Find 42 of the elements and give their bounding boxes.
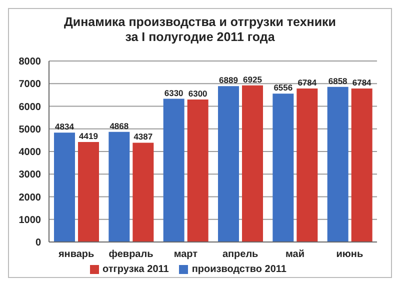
data-label: 6925 xyxy=(243,74,262,84)
data-label: 4419 xyxy=(79,131,98,142)
legend-label: производство 2011 xyxy=(192,264,286,275)
y-tick-label: 0 xyxy=(35,238,42,249)
bar xyxy=(78,142,99,242)
bar xyxy=(54,132,75,242)
legend-label: отгрузка 2011 xyxy=(102,264,169,275)
data-label: 4387 xyxy=(134,132,153,142)
y-tick-label: 3000 xyxy=(18,170,42,181)
bar xyxy=(218,86,239,242)
y-tick-label: 4000 xyxy=(18,147,42,158)
bar xyxy=(272,94,294,242)
bar xyxy=(242,85,263,242)
chart-title: Динамика производства и отгрузки техники за I полугодие 2011 года xyxy=(63,15,337,45)
y-tick-label: 1000 xyxy=(18,214,42,226)
y-tick-label: 8000 xyxy=(18,56,42,68)
bar xyxy=(108,132,130,242)
y-tick-label: 7000 xyxy=(18,79,42,90)
data-label: 6784 xyxy=(298,78,317,88)
data-label: 4834 xyxy=(55,122,74,132)
data-label: 6300 xyxy=(188,88,208,98)
x-tick-label: апрель xyxy=(222,249,258,260)
data-label: 6556 xyxy=(274,82,293,93)
y-tick-label: 5000 xyxy=(18,124,42,136)
x-tick-label: февраль xyxy=(108,249,154,260)
x-tick-label: январь xyxy=(58,249,94,260)
x-tick-label: март xyxy=(174,249,198,260)
bar xyxy=(163,98,184,242)
x-tick-label: май xyxy=(286,249,304,260)
data-label: 4868 xyxy=(110,120,129,131)
y-tick-label: 6000 xyxy=(18,102,42,113)
bar xyxy=(351,88,372,242)
data-label: 6889 xyxy=(219,75,238,86)
bar xyxy=(296,88,318,242)
bar xyxy=(327,86,348,242)
bar xyxy=(132,142,154,242)
data-label: 6858 xyxy=(328,76,348,86)
x-tick-label: июнь xyxy=(336,249,364,260)
data-label: 6330 xyxy=(164,88,184,98)
data-label: 6784 xyxy=(352,78,372,88)
y-tick-label: 2000 xyxy=(18,192,42,204)
bar xyxy=(187,99,208,242)
